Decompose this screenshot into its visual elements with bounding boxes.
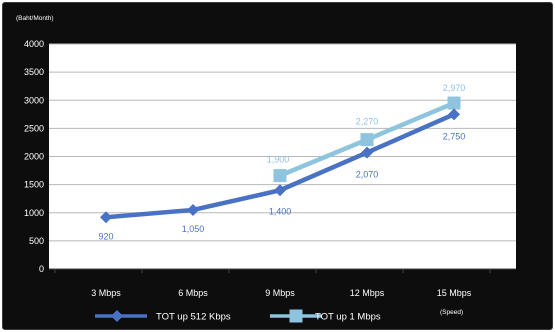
series-group (100, 96, 461, 224)
y-tick-label: 0 (39, 264, 44, 274)
data-label: 2,750 (443, 131, 466, 141)
y-tick-label: 1500 (24, 180, 44, 190)
y-tick-label: 4000 (24, 39, 44, 49)
legend-label: TOT up 1 Mbps (315, 312, 381, 323)
data-label: 2,070 (356, 170, 379, 180)
series-tot-up-1-mbps (273, 96, 461, 183)
data-point (447, 96, 461, 110)
legend-label: TOT up 512 Kbps (156, 312, 231, 323)
data-label: 2,270 (356, 117, 379, 127)
x-axis-ticks: 3 Mbps 6 Mbps 9 Mbps 12 Mbps 15 Mbps (91, 288, 472, 298)
data-point (274, 184, 286, 197)
y-tick-label: 2000 (24, 152, 44, 162)
gridlines (49, 43, 516, 273)
data-label: 2,970 (443, 83, 466, 93)
data-point (361, 146, 373, 159)
y-tick-label: 2500 (24, 123, 44, 133)
data-point (448, 108, 460, 121)
data-point (100, 211, 112, 224)
data-label: 1,900 (267, 155, 290, 165)
x-tick-label: 12 Mbps (350, 288, 385, 298)
series-tot-up-512-kbps (100, 108, 460, 224)
data-labels: 1,900 2,270 2,970 920 1,050 1,400 2,070 2,750 (98, 83, 465, 241)
data-point (360, 133, 374, 147)
legend-item: TOT up 1 Mbps (270, 309, 381, 323)
legend: TOT up 512 Kbps TOT up 1 Mbps (95, 309, 381, 323)
data-label: 920 (98, 231, 113, 241)
y-tick-label: 1000 (24, 208, 44, 218)
data-point (187, 203, 199, 216)
y-tick-label: 500 (29, 236, 44, 246)
y-tick-label: 3000 (24, 95, 44, 105)
x-axis-unit-label: (Speed) (440, 309, 463, 316)
y-axis-unit-label: (Baht/Month) (16, 15, 54, 22)
y-tick-label: 3500 (24, 67, 44, 77)
data-label: 1,400 (269, 206, 292, 216)
x-tick-label: 15 Mbps (437, 288, 472, 298)
y-axis-ticks: 0 500 1000 1500 2000 2500 3000 3500 4000 (24, 39, 44, 274)
data-point (289, 309, 303, 323)
x-tick-label: 3 Mbps (91, 288, 121, 298)
x-tick-label: 9 Mbps (265, 288, 295, 298)
data-label: 1,050 (182, 224, 205, 234)
data-point (273, 169, 287, 183)
x-tick-label: 6 Mbps (178, 288, 208, 298)
data-point (111, 310, 123, 322)
legend-item: TOT up 512 Kbps (95, 310, 231, 323)
